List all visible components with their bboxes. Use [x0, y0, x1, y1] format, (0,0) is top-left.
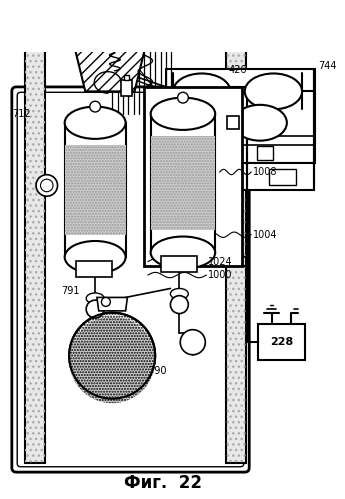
Bar — [186, 146, 202, 160]
Ellipse shape — [170, 288, 188, 299]
Bar — [227, 116, 239, 129]
Text: 1024: 1024 — [208, 256, 233, 266]
Ellipse shape — [233, 105, 287, 141]
Bar — [197, 169, 224, 186]
Ellipse shape — [173, 73, 230, 109]
Circle shape — [180, 330, 205, 355]
Bar — [226, 6, 246, 463]
Text: 740: 740 — [12, 0, 30, 2]
Ellipse shape — [151, 237, 215, 269]
Bar — [25, 6, 45, 463]
Circle shape — [178, 92, 188, 103]
Circle shape — [170, 295, 188, 313]
Polygon shape — [63, 0, 157, 91]
Ellipse shape — [65, 107, 126, 139]
Bar — [151, 136, 215, 230]
Bar — [76, 260, 112, 277]
Circle shape — [90, 101, 100, 112]
Text: 1004: 1004 — [253, 230, 277, 240]
Text: 712: 712 — [12, 109, 30, 119]
Text: Фиг.  22: Фиг. 22 — [124, 474, 202, 492]
Circle shape — [36, 175, 58, 196]
Bar — [257, 146, 274, 160]
Bar — [175, 163, 314, 190]
Text: 790: 790 — [148, 366, 167, 376]
Bar — [314, 69, 315, 163]
Polygon shape — [97, 297, 127, 311]
Circle shape — [69, 313, 155, 399]
Bar — [151, 114, 215, 252]
Bar — [124, 75, 129, 80]
Text: 426: 426 — [229, 65, 247, 75]
Text: 791: 791 — [61, 286, 80, 296]
Circle shape — [154, 180, 169, 195]
Bar — [144, 87, 242, 266]
Circle shape — [101, 297, 110, 306]
Bar — [121, 80, 132, 96]
Text: 1008: 1008 — [253, 167, 277, 177]
Circle shape — [86, 300, 104, 318]
Bar — [25, 6, 45, 463]
Bar — [258, 324, 305, 360]
Ellipse shape — [245, 73, 302, 109]
Text: 228: 228 — [270, 337, 293, 347]
FancyBboxPatch shape — [12, 87, 249, 472]
Bar — [166, 69, 314, 163]
Text: 744: 744 — [318, 61, 337, 71]
Bar — [49, 0, 220, 4]
Ellipse shape — [175, 105, 229, 141]
Bar — [161, 256, 197, 272]
Circle shape — [69, 317, 155, 403]
Bar — [226, 6, 246, 463]
Ellipse shape — [151, 98, 215, 130]
Text: 1000: 1000 — [208, 270, 233, 280]
Bar — [65, 123, 126, 257]
Bar — [269, 169, 296, 186]
Bar — [49, 0, 220, 4]
Ellipse shape — [152, 169, 179, 187]
Ellipse shape — [86, 293, 104, 304]
Ellipse shape — [65, 241, 126, 273]
Bar — [65, 145, 126, 235]
Circle shape — [40, 179, 53, 192]
